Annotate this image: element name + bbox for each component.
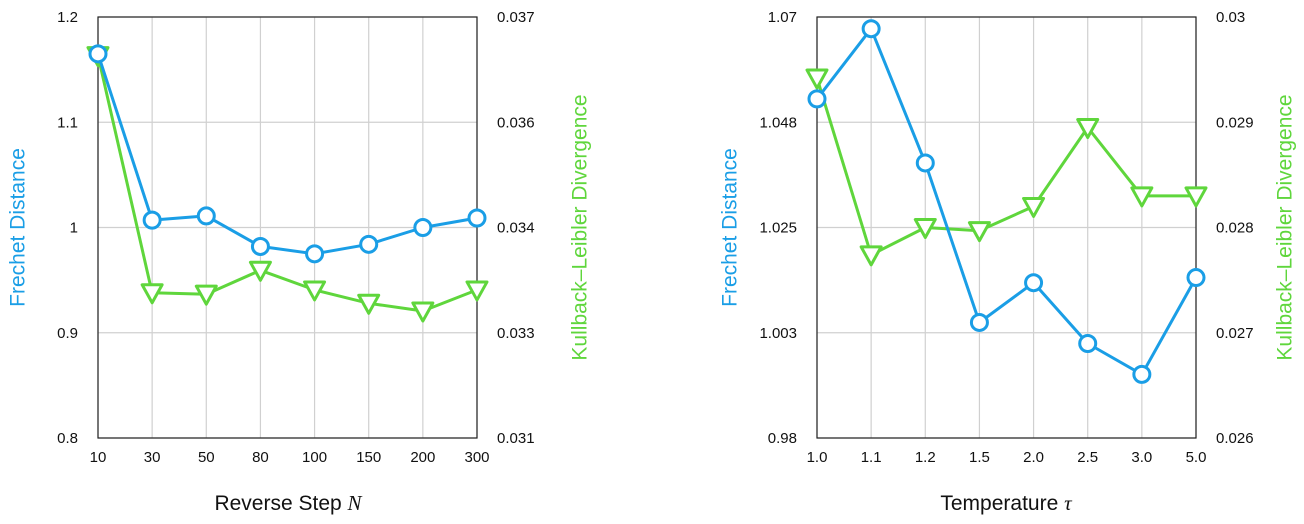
x-tick-label: 50 [198,449,215,466]
kl-data-point [1076,118,1100,140]
kl-data-point [859,245,883,267]
y-right-tick-label: 0.033 [497,325,535,342]
kl-data-point [357,293,381,315]
x-axis-title-text: Temperature [940,492,1064,515]
y-left-tick-label: 0.98 [768,430,797,447]
frechet-data-point [88,44,108,64]
y-right-tick-label: 0.03 [1216,9,1245,26]
x-axis-title-text: Reverse Step [214,492,347,515]
kl-data-point [303,280,327,302]
frechet-data-point [1132,364,1152,384]
x-tick-label: 1.1 [861,449,882,466]
y-right-tick-label: 0.034 [497,220,535,237]
x-tick-label: 300 [464,449,489,466]
y-right-tick-label: 0.036 [497,114,535,131]
y-left-axis-title: Frechet Distance [7,148,30,307]
chart-panel-2: 1.07 1.048 1.025 1.003 0.98 0.03 0.029 0.028 0.0… [719,9,1297,515]
frechet-data-point [250,236,270,256]
kl-data-point [465,280,489,302]
y-left-tick-label: 1 [70,220,78,237]
x-tick-label: 3.0 [1131,449,1152,466]
y-left-tick-label: 1.048 [759,114,797,131]
y-right-tick-label: 0.037 [497,9,535,26]
frechet-data-point [915,153,935,173]
kl-data-point [1184,186,1208,208]
x-tick-label: 80 [252,449,269,466]
chart-panel-1: 1.2 1.1 1 0.9 0.8 0.037 0.036 0.034 0.033 0.031 10… [7,9,592,515]
kl-data-point [967,221,991,243]
y-left-tick-label: 0.9 [57,325,78,342]
x-tick-label: 10 [90,449,107,466]
y-right-axis-title: Kullback–Leibler Divergence [1274,94,1297,360]
y-left-tick-label: 1.003 [759,325,797,342]
y-left-tick-label: 1.07 [768,9,797,26]
frechet-data-point [413,218,433,237]
frechet-data-point [1078,334,1098,354]
y-right-tick-label: 0.028 [1216,220,1254,237]
kl-data-point [411,301,435,323]
kl-series-line [815,77,1196,257]
kl-data-point [140,283,164,305]
y-right-tick-label: 0.027 [1216,325,1254,342]
y-left-axis-title: Frechet Distance [719,148,742,307]
y-left-tick-label: 1.2 [57,9,78,26]
frechet-data-point [142,210,162,230]
y-right-tick-label: 0.031 [497,430,535,447]
kl-data-point [194,284,218,306]
frechet-data-point [467,208,487,228]
x-axis-title-symbol: τ [1064,491,1073,515]
x-tick-label: 1.2 [915,449,936,466]
frechet-data-point [305,244,325,264]
x-tick-label: 2.5 [1077,449,1098,466]
y-right-tick-label: 0.026 [1216,430,1254,447]
kl-series-line [96,55,478,313]
y-right-tick-label: 0.029 [1216,114,1254,131]
y-left-tick-label: 0.8 [57,430,78,447]
kl-data-point [805,68,829,90]
kl-data-point [248,260,272,282]
x-tick-label: 1.0 [807,449,828,466]
plot-frame [816,16,1197,439]
y-right-axis-title: Kullback–Leibler Divergence [569,94,592,360]
x-axis-title-symbol: N [347,491,363,515]
frechet-series-line [815,27,1198,376]
x-tick-label: 2.0 [1023,449,1044,466]
x-axis-title: Temperature τ [940,491,1073,515]
frechet-data-point [1024,273,1044,293]
kl-data-point [913,218,937,239]
kl-data-point [1130,186,1154,208]
x-tick-label: 150 [356,449,381,466]
frechet-data-point [807,89,827,109]
frechet-data-point [196,206,216,226]
kl-data-point [1022,196,1046,218]
x-tick-label: 100 [302,449,327,466]
y-left-tick-label: 1.1 [57,114,78,131]
x-tick-label: 1.5 [969,449,990,466]
x-tick-label: 5.0 [1186,449,1207,466]
x-tick-label: 200 [410,449,435,466]
x-axis-title: Reverse Step N [214,491,362,515]
frechet-data-point [861,19,881,39]
frechet-data-point [1186,268,1206,288]
x-tick-label: 30 [144,449,161,466]
frechet-data-point [359,234,379,254]
y-left-tick-label: 1.025 [759,220,797,237]
frechet-data-point [969,312,989,332]
